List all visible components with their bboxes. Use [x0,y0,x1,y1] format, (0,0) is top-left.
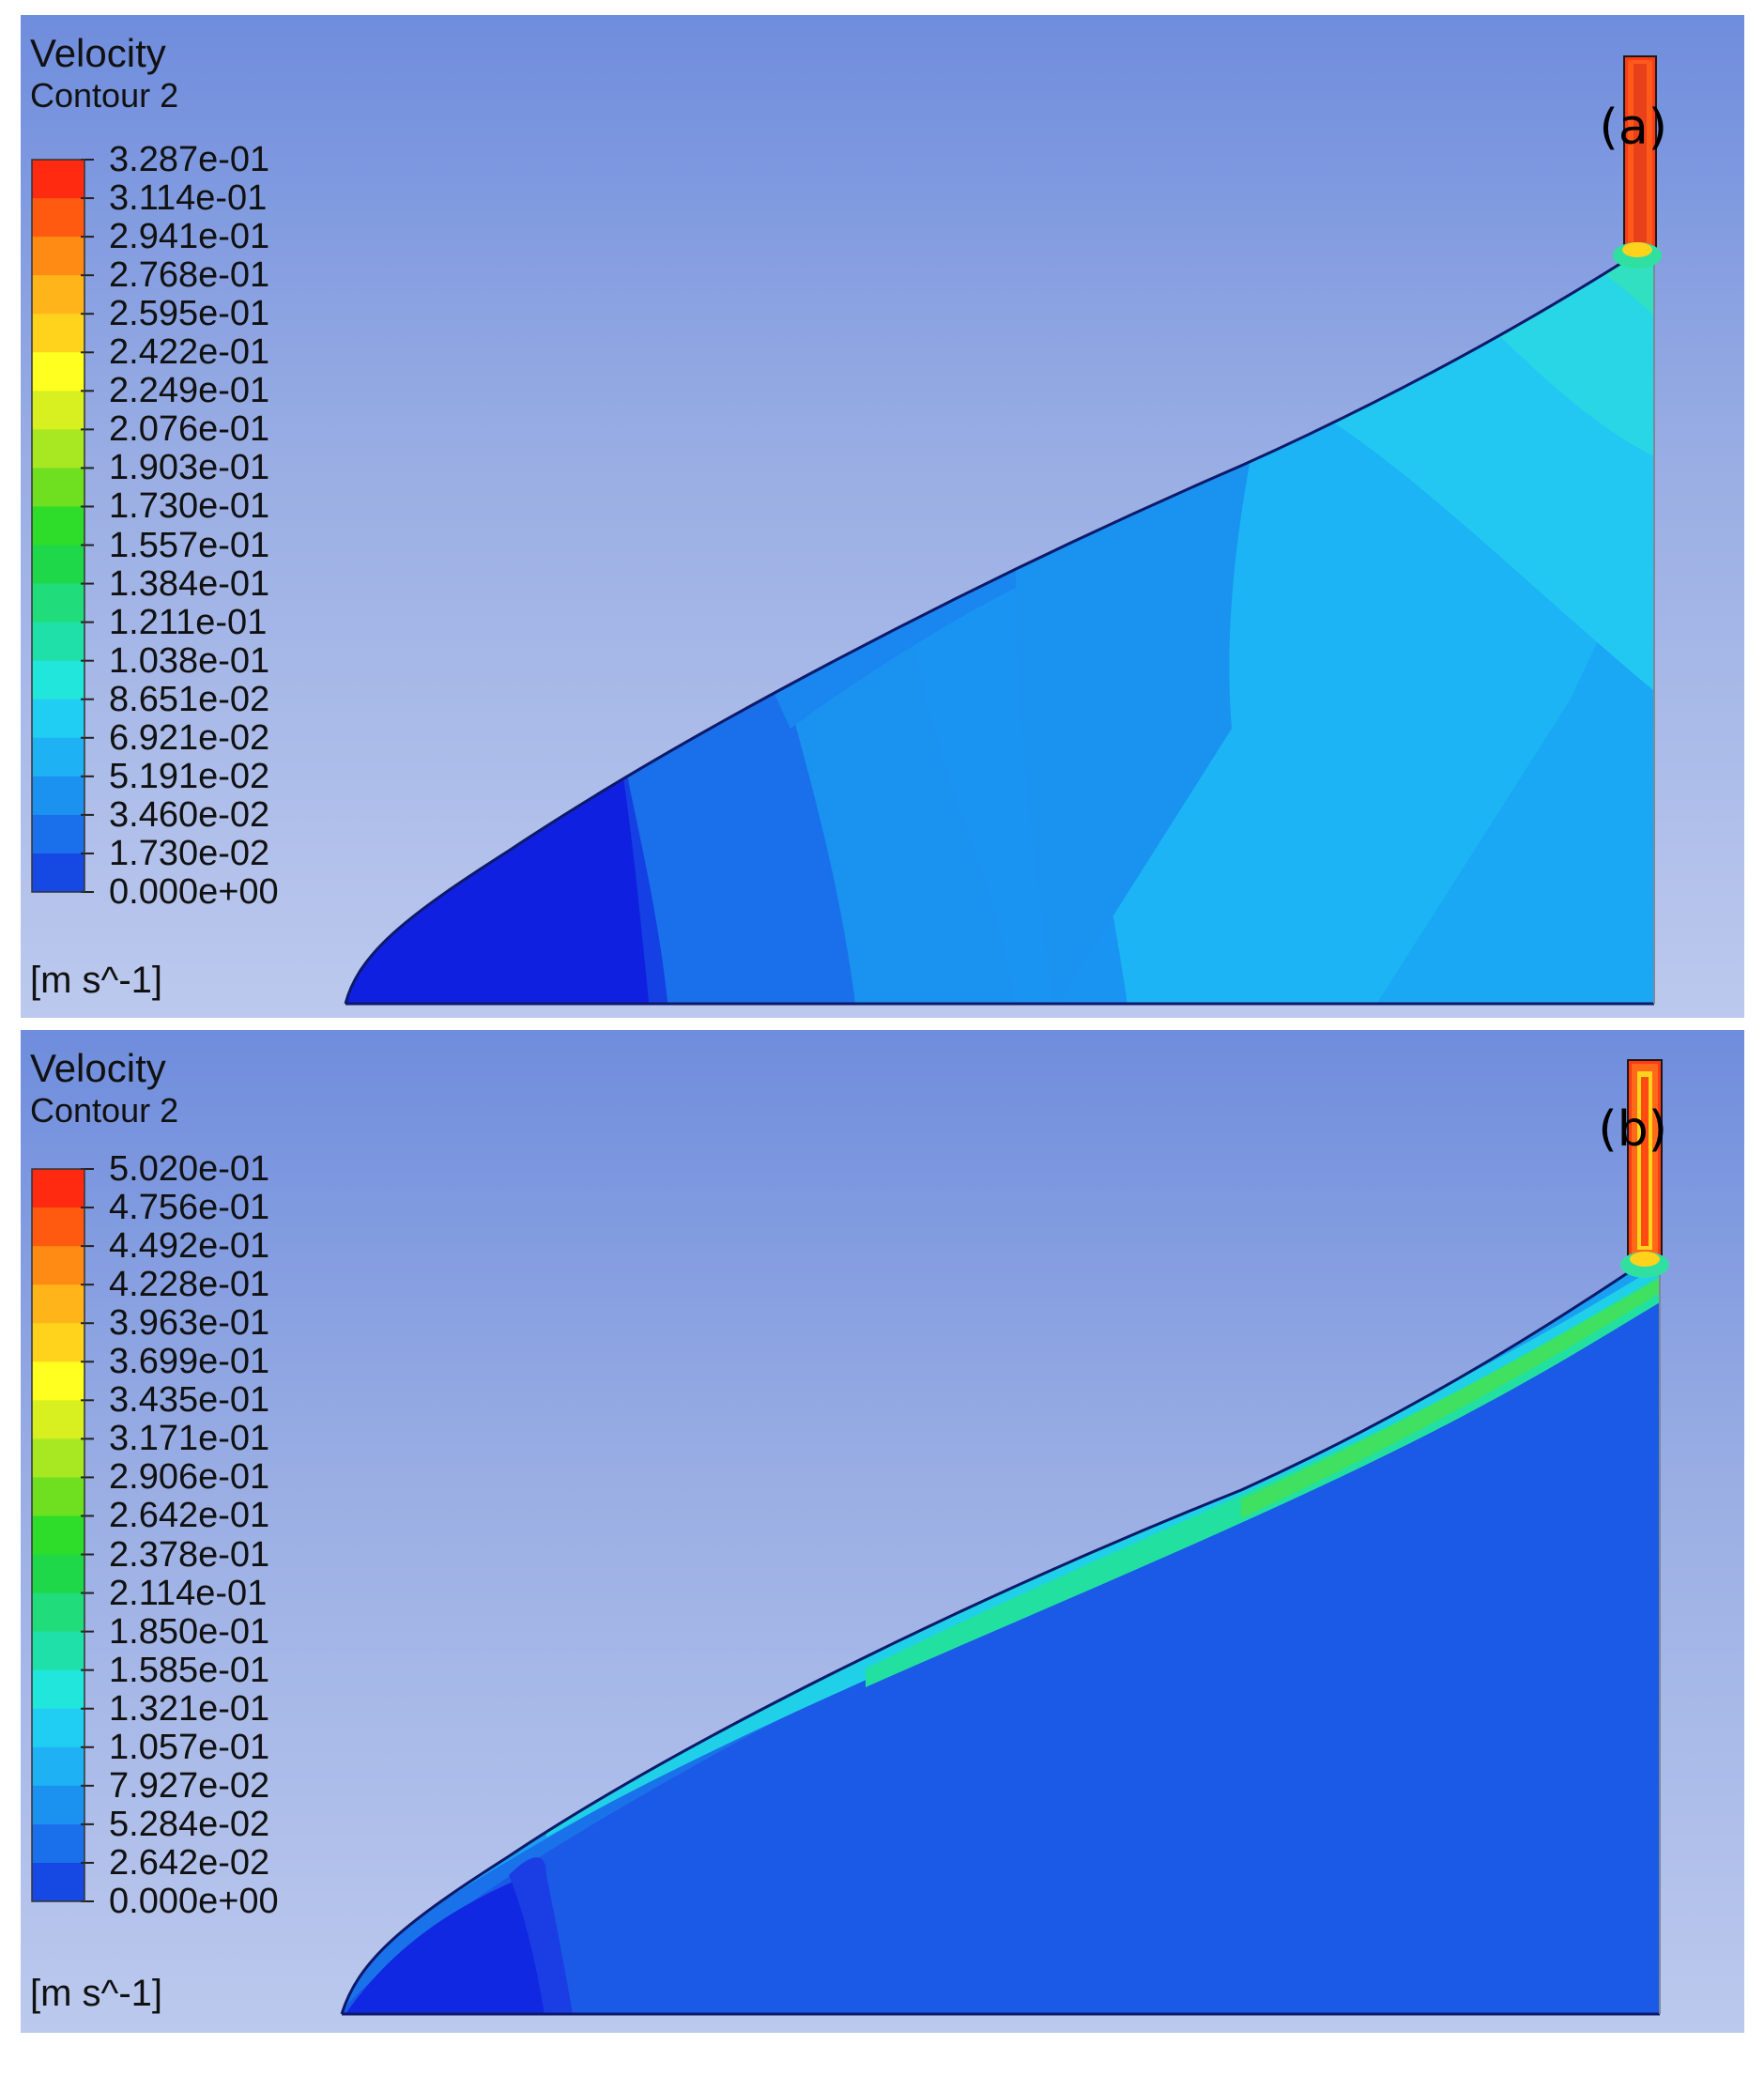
colorbar-band [32,545,84,585]
contour-panel-a: Velocity Contour 2 3.287e-01 3.114e-01 2.9… [21,15,1744,1018]
legend-tick-label: 4.756e-01 [109,1188,270,1228]
colorbar-band [32,814,84,854]
legend-tick-label: 5.191e-02 [109,756,270,796]
colorbar-band [32,1554,84,1594]
legend-tick-label: 3.287e-01 [109,140,270,179]
colorbar-band [32,699,84,739]
colorbar-band [32,468,84,507]
colorbar-band [32,160,84,199]
colorbar-band [32,1515,84,1556]
colorbar-band [32,1361,84,1401]
legend-title: Velocity [30,31,166,75]
colorbar-band [32,737,84,777]
legend-tick-label: 1.730e-01 [109,486,270,527]
colorbar-band [32,1785,84,1825]
legend-tick-label: 2.906e-01 [109,1457,270,1498]
legend-tick-label: 2.114e-01 [109,1573,268,1613]
colorbar-band [32,237,84,276]
outlet-pipe-a [1613,55,1662,269]
colorbar-band [32,1477,84,1516]
legend-tick-label: 2.422e-01 [109,332,270,373]
colorbar-band [32,391,84,430]
colorbar-band [32,1438,84,1478]
legend-tick-label: 2.378e-01 [109,1534,270,1575]
colorbar-band [32,1246,84,1285]
legend-tick-label: 1.730e-02 [109,833,270,873]
domain-boundary-a [344,240,1655,1005]
legend-tick-label: 7.927e-02 [109,1765,270,1806]
colorbar-band [32,1207,84,1247]
legend-tick-label: 3.171e-01 [109,1419,270,1459]
legend-tick-label: 1.850e-01 [109,1611,270,1652]
legend-tick-label: 1.321e-01 [109,1688,270,1729]
legend-title: Velocity [30,1046,166,1090]
legend-subtitle: Contour 2 [30,1091,179,1130]
legend-tick-label: 2.642e-02 [109,1842,270,1883]
colorbar-band [32,1862,84,1902]
legend-tick-label: 1.384e-01 [109,563,270,604]
colorbar-band [32,1746,84,1787]
legend-tick-label: 3.963e-01 [109,1303,270,1344]
outlet-pipe-b [1620,1059,1669,1278]
colorbar-band [32,1323,84,1362]
legend-tick-label: 5.020e-01 [109,1149,270,1189]
colorbar-band [32,853,84,893]
legend-tick-label: 1.211e-01 [109,602,268,642]
legend-subtitle: Contour 2 [30,76,179,115]
colorbar-band [32,1284,84,1324]
legend-tick-label: 0.000e+00 [109,872,279,912]
colorbar-band [32,1669,84,1710]
legend-tick-label: 3.699e-01 [109,1342,270,1382]
legend-tick-label: 3.114e-01 [109,178,268,219]
colorbar-band [32,583,84,623]
colorbar-band [32,1823,84,1864]
colorbar-band [32,506,84,546]
velocity-field-b [340,1059,1669,2016]
domain-boundary-b [340,1250,1661,2015]
legend-tick-label: 8.651e-02 [109,679,270,719]
legend-tick-label: 3.435e-01 [109,1380,270,1421]
legend-tick-label: 5.284e-02 [109,1804,270,1844]
colorbar-band [32,1592,84,1633]
colorbar-band [32,275,84,315]
legend-tick-label: 1.585e-01 [109,1650,270,1690]
colorbar-band [32,622,84,662]
legend-tick-label: 4.228e-01 [109,1265,270,1305]
colorbar-band [32,352,84,392]
legend-tick-label: 2.249e-01 [109,371,270,411]
colorbar-band [32,1169,84,1208]
legend-tick-label: 0.000e+00 [109,1882,279,1921]
colorbar-band [32,198,84,238]
legend-units: [m s^-1] [30,1973,162,2014]
legend-tick-label: 4.492e-01 [109,1226,270,1267]
legend-tick-label: 2.595e-01 [109,294,270,334]
legend-tick-label: 6.921e-02 [109,717,270,758]
colorbar-band [32,314,84,353]
panel-tag-b: (b) [1598,1101,1667,1158]
panel-tag-a: (a) [1599,100,1667,156]
colorbar-band [32,429,84,469]
contour-panel-b: Velocity Contour 2 5.020e-01 4.756e-01 4.4… [21,1030,1744,2033]
legend-tick-label: 2.642e-01 [109,1496,270,1536]
colorbar-a [31,159,94,893]
colorbar-band [32,1631,84,1671]
legend-tick-label: 2.768e-01 [109,255,270,296]
colorbar-band [32,776,84,816]
colorbar-b [31,1168,94,1902]
legend-tick-label: 2.941e-01 [109,217,270,257]
colorbar-band [32,660,84,700]
colorbar-band [32,1400,84,1439]
legend-tick-label: 1.557e-01 [109,525,270,565]
colorbar-band [32,1708,84,1748]
legend-tick-label: 3.460e-02 [109,794,270,835]
legend-tick-label: 1.038e-01 [109,640,270,681]
legend-tick-label: 1.903e-01 [109,448,270,488]
legend-tick-label: 2.076e-01 [109,409,270,450]
velocity-field-a [344,55,1662,1006]
legend-tick-label: 1.057e-01 [109,1727,270,1767]
flow-domain-b [342,1252,1660,2014]
legend-units: [m s^-1] [30,960,162,1001]
